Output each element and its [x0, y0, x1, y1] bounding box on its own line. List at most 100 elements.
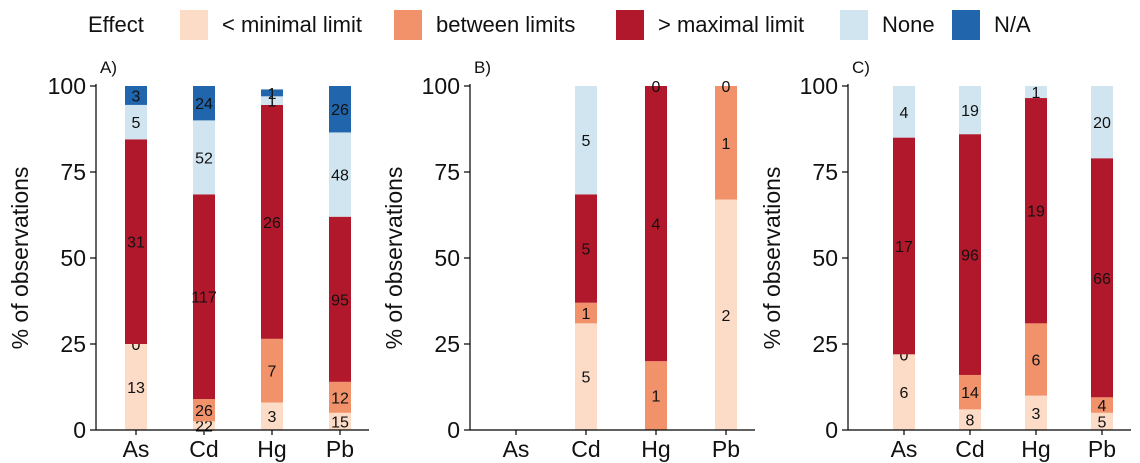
data-label: 17: [895, 239, 913, 256]
data-label: 8: [966, 413, 975, 430]
data-label: 3: [268, 409, 277, 426]
data-label: 95: [331, 292, 349, 309]
data-label: 0: [900, 347, 909, 364]
bar-segment-below_min: [1091, 412, 1113, 430]
data-label: 1: [268, 86, 277, 103]
bar-segment-between: [329, 381, 351, 413]
y-tick-label: 100: [800, 73, 838, 99]
data-label: 13: [127, 380, 145, 397]
legend-swatch-none: [840, 10, 868, 40]
legend-label-none: None: [882, 12, 935, 37]
data-label: 5: [582, 133, 591, 150]
legend-item-na: N/A: [952, 8, 1031, 42]
legend-swatch-na: [952, 10, 980, 40]
bar-segment-none: [1091, 86, 1113, 159]
data-label: 4: [652, 217, 661, 234]
bar-segment-above_max: [125, 139, 147, 344]
bar-segment-below_min: [261, 402, 283, 430]
legend-item-none: None: [840, 8, 935, 42]
data-label: 12: [331, 390, 349, 407]
bar-segment-below_min: [1025, 395, 1047, 430]
y-tick-label: 50: [434, 245, 460, 271]
legend-swatch-between: [394, 10, 422, 40]
bar-segment-below_min: [575, 323, 597, 430]
y-tick-label: 0: [447, 417, 460, 443]
y-tick-label: 25: [434, 331, 460, 357]
data-label: 1: [652, 389, 661, 406]
bar-segment-between: [1091, 397, 1113, 413]
bar-segment-above_max: [193, 194, 215, 400]
bar-segment-above_max: [1091, 158, 1113, 398]
bar-segment-below_min: [125, 344, 147, 430]
legend-label-below-min: < minimal limit: [222, 12, 362, 37]
bar-segment-below_min: [893, 354, 915, 430]
data-label: 26: [195, 403, 213, 420]
y-tick-label: 100: [422, 73, 460, 99]
y-axis-title: % of observations: [759, 167, 785, 350]
x-tick-label: Cd: [955, 436, 984, 462]
bar-segment-none: [893, 86, 915, 138]
bar-segment-none: [193, 120, 215, 195]
data-label: 15: [331, 414, 349, 431]
data-label: 1: [582, 306, 591, 323]
x-tick-label: Hg: [1021, 436, 1050, 462]
bar-segment-between: [193, 399, 215, 422]
bar-segment-between: [1025, 323, 1047, 396]
data-label: 19: [1027, 204, 1045, 221]
x-tick-label: Pb: [712, 436, 740, 462]
y-axis-title: % of observations: [7, 167, 33, 350]
x-tick-label: Hg: [257, 436, 286, 462]
data-label: 6: [900, 385, 909, 402]
bar-segment-above_max: [893, 137, 915, 355]
bar-segment-none: [1025, 86, 1047, 99]
data-label: 4: [900, 105, 909, 122]
bar-segment-between: [261, 338, 283, 403]
bar-segment-none: [959, 86, 981, 135]
panel-label: B): [474, 58, 491, 77]
data-label: 1: [722, 136, 731, 153]
y-tick-label: 0: [825, 417, 838, 443]
data-label: 3: [1032, 406, 1041, 423]
data-label: 96: [961, 248, 979, 265]
data-label: 1: [268, 94, 277, 111]
x-tick-label: As: [123, 436, 150, 462]
data-label: 24: [195, 96, 213, 113]
data-label: 0: [722, 79, 731, 96]
bar-segment-none: [329, 132, 351, 217]
y-tick-label: 75: [434, 159, 460, 185]
data-label: 2: [722, 308, 731, 325]
bar-segment-na: [329, 86, 351, 133]
legend-swatch-above-max: [616, 10, 644, 40]
chart-legend: Effect < minimal limit between limits > …: [0, 0, 1140, 50]
legend-label-between: between limits: [436, 12, 576, 37]
bar-segment-above_max: [575, 194, 597, 303]
x-tick-label: Cd: [189, 436, 218, 462]
legend-item-between: between limits: [394, 8, 575, 42]
legend-item-below-min: < minimal limit: [180, 8, 362, 42]
data-label: 3: [132, 88, 141, 105]
bar-segment-above_max: [645, 86, 667, 362]
bar-segment-below_min: [715, 199, 737, 430]
y-tick-label: 75: [812, 159, 838, 185]
bar-segment-above_max: [1025, 98, 1047, 324]
x-tick-label: Pb: [326, 436, 354, 462]
data-label: 14: [961, 385, 979, 402]
data-label: 4: [1098, 398, 1107, 415]
x-tick-label: Pb: [1088, 436, 1116, 462]
x-tick-label: As: [503, 436, 530, 462]
y-axis-title: % of observations: [381, 167, 407, 350]
bar-segment-na: [261, 89, 283, 97]
panel-label: A): [100, 58, 117, 77]
legend-swatch-below-min: [180, 10, 208, 40]
y-tick-label: 0: [73, 417, 86, 443]
data-label: 26: [263, 215, 281, 232]
bar-segment-none: [575, 86, 597, 195]
legend-item-above-max: > maximal limit: [616, 8, 804, 42]
x-tick-label: Cd: [571, 436, 600, 462]
data-label: 20: [1093, 115, 1111, 132]
data-label: 5: [132, 115, 141, 132]
data-label: 7: [268, 364, 277, 381]
y-tick-label: 25: [812, 331, 838, 357]
